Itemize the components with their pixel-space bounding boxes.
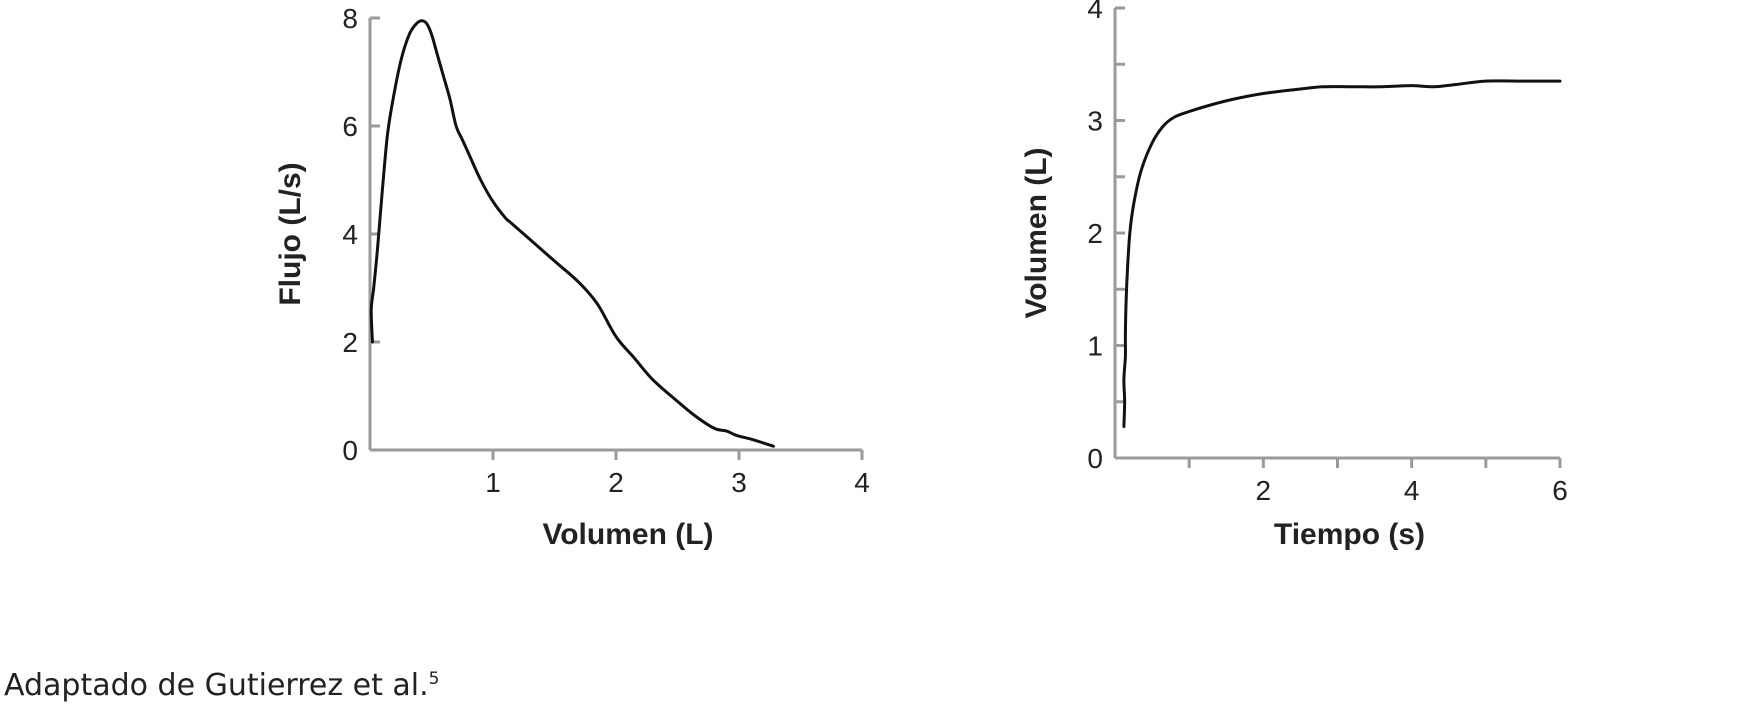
y-tick-label: 3 xyxy=(1087,106,1103,137)
series-line xyxy=(1122,79,1562,428)
y-tick-label: 2 xyxy=(342,327,358,358)
y-tick-label: 0 xyxy=(342,435,358,466)
y-axis-title: Volumen (L) xyxy=(1020,147,1053,318)
x-tick-label: 2 xyxy=(608,467,624,498)
y-axis-title: Flujo (L/s) xyxy=(274,162,307,305)
caption-text: Adaptado de Gutierrez et al. xyxy=(4,668,429,703)
chart-flow-volume: 0 2 4 6 8 1 2 3 4 Volumen (L) Flujo (L/s) xyxy=(274,3,870,551)
y-tick-label: 1 xyxy=(1087,331,1103,362)
y-tick-label: 2 xyxy=(1087,218,1103,249)
source-caption: Adaptado de Gutierrez et al.5 xyxy=(4,668,439,703)
x-tick-label: 1 xyxy=(485,467,501,498)
series-line xyxy=(369,19,775,448)
chart-volume-time: 0 1 2 3 4 2 4 6 Tiempo (s) Volumen (L) xyxy=(1020,0,1568,551)
y-tick-label: 6 xyxy=(342,111,358,142)
y-tick-label: 4 xyxy=(342,219,358,250)
y-tick-label: 0 xyxy=(1087,443,1103,474)
x-axis-title: Tiempo (s) xyxy=(1274,518,1425,551)
x-axis-title: Volumen (L) xyxy=(542,518,713,551)
x-tick-label: 4 xyxy=(1404,475,1420,506)
y-tick-label: 4 xyxy=(1087,0,1103,24)
x-tick-label: 2 xyxy=(1256,475,1272,506)
x-tick-label: 3 xyxy=(731,467,747,498)
caption-superscript: 5 xyxy=(428,669,440,689)
y-tick-label: 8 xyxy=(342,3,358,34)
x-tick-label: 6 xyxy=(1552,475,1568,506)
x-tick-label: 4 xyxy=(854,467,870,498)
